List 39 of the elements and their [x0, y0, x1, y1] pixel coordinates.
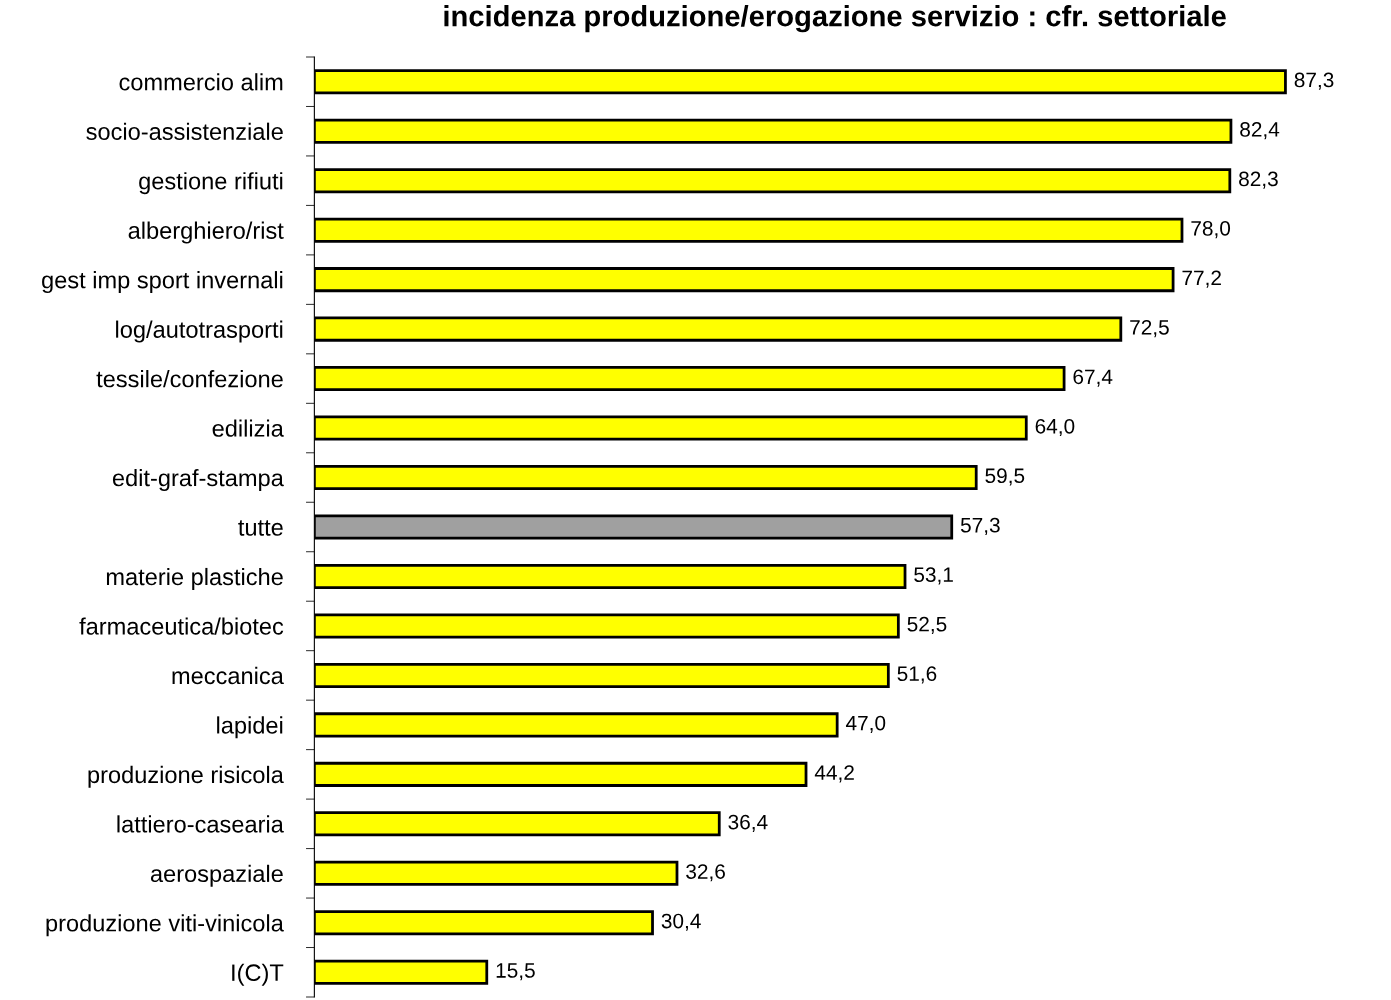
y-tick-label: farmaceutica/biotec: [79, 617, 284, 635]
y-tick-label: edit-graf-stampa: [112, 468, 284, 491]
y-tick-label: meccanica: [172, 666, 284, 685]
y-tick-label: edilizia: [212, 419, 284, 437]
y-tick-label: lapidei: [217, 716, 283, 739]
y-tick-label: tessile/confezione: [96, 370, 283, 388]
data-label: 67,4: [1073, 369, 1113, 387]
data-label: 36,4: [728, 814, 768, 832]
data-label: 44,2: [814, 765, 854, 783]
y-tick-label: alberghiero/rist: [128, 221, 284, 244]
data-label: 64,0: [1035, 418, 1075, 437]
data-label: 59,5: [985, 468, 1025, 486]
data-label: 30,4: [661, 913, 701, 931]
y-tick-label: aerospaziale: [150, 864, 283, 887]
data-label: 87,3: [1294, 72, 1334, 90]
y-tick-label: lattiero-casearia: [117, 815, 284, 833]
y-tick-label: log/autotrasporti: [116, 320, 283, 343]
y-tick-label: materie plastiche: [106, 567, 283, 590]
data-label: 52,5: [907, 616, 947, 634]
y-tick-label: I(C)T: [232, 963, 284, 986]
data-label: 82,4: [1240, 122, 1280, 140]
data-label: 78,0: [1191, 221, 1231, 239]
y-tick-label: commercio alim: [119, 73, 283, 91]
y-tick-label: produzione viti-vinicola: [46, 914, 284, 937]
data-label: 72,5: [1130, 319, 1169, 338]
data-label: 51,6: [897, 666, 937, 684]
y-tick-label: gest imp sport invernali: [42, 271, 283, 294]
y-tick-label: produzione risicola: [88, 765, 284, 788]
data-label: 15,5: [496, 963, 535, 981]
data-label: 82,3: [1239, 171, 1278, 189]
y-tick-label: tutte: [238, 520, 283, 536]
data-label: 57,3: [960, 517, 1000, 536]
data-label: 47,0: [845, 715, 886, 733]
data-label: 32,6: [686, 864, 725, 882]
data-label: 77,2: [1182, 270, 1221, 288]
data-label: 53,1: [914, 567, 953, 585]
y-tick-label: socio-assistenziale: [86, 122, 283, 140]
y-tick-label: gestione rifiuti: [139, 172, 283, 195]
chart-title: incidenza produzione/erogazione servizio : cfr. settoriale: [444, 5, 1226, 33]
